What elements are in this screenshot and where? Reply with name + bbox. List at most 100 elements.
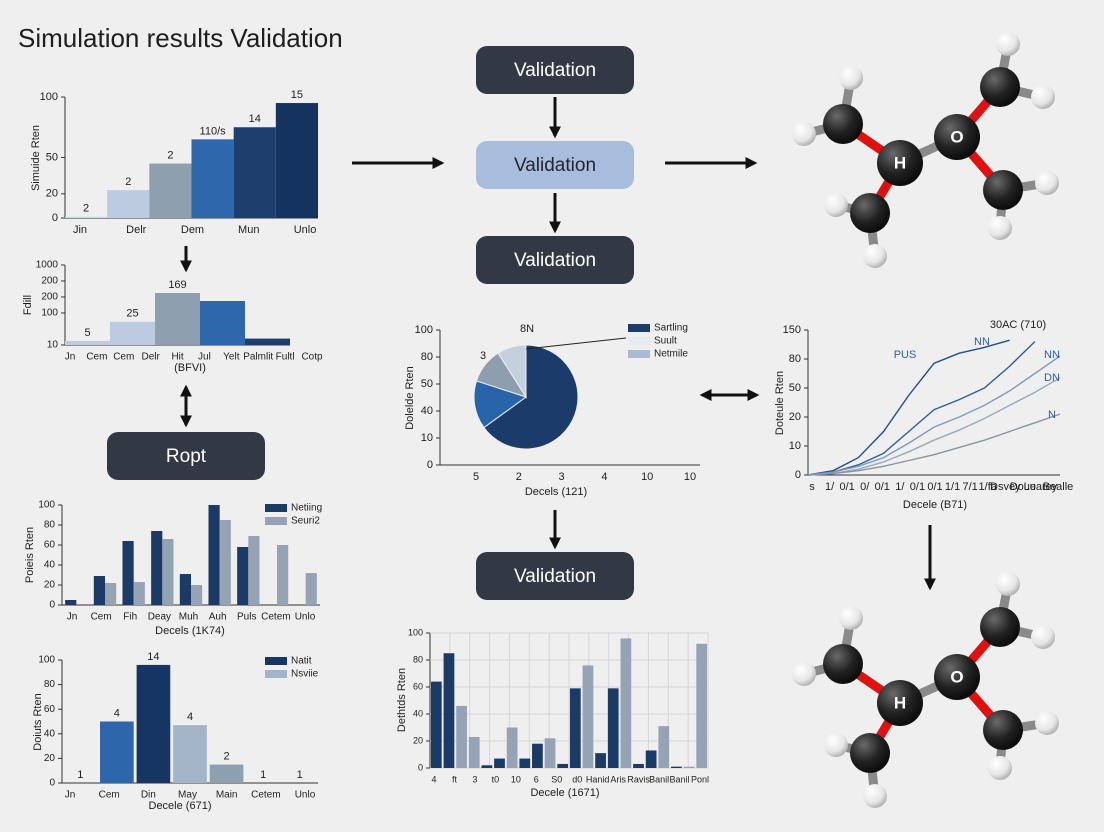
x-axis-label: Decele (B71) — [903, 499, 967, 511]
bar — [65, 216, 108, 218]
line-series — [807, 341, 1036, 476]
node-label: Validation — [514, 60, 596, 81]
y-tick-label: 80 — [421, 351, 433, 363]
x-tick-label: Delr — [141, 352, 160, 363]
y-tick-label: 200 — [41, 292, 58, 303]
x-tick-label: Fultl — [276, 352, 295, 363]
x-tick-label: t0 — [492, 774, 500, 784]
x-tick-label: Jul — [198, 352, 211, 363]
x-tick-label: 1/1 — [945, 481, 960, 493]
y-tick-label: 50 — [46, 151, 58, 163]
y-tick-label: 0 — [49, 600, 55, 611]
line-annotation: PUS — [894, 349, 917, 361]
bar — [671, 766, 682, 768]
x-tick-label: Jn — [67, 612, 78, 623]
pie-slice — [473, 380, 528, 429]
x-tick-label: Delr — [126, 224, 147, 236]
bar-annotation: 2 — [167, 149, 173, 161]
bar — [305, 573, 317, 605]
bar — [122, 541, 134, 605]
bar — [136, 664, 171, 783]
bar — [110, 321, 155, 345]
y-tick-label: 0 — [427, 459, 433, 471]
x-tick-label: Main — [216, 790, 238, 801]
bar — [658, 726, 670, 768]
x-tick-label: Fih — [123, 612, 137, 623]
bar — [633, 763, 644, 768]
y-tick-label: 100 — [415, 324, 433, 336]
pie-annotation: 8N — [520, 323, 534, 335]
bar — [105, 583, 117, 605]
x-tick-label: Ponl — [691, 774, 709, 784]
page-title: Simulation results Validation — [18, 23, 343, 53]
y-tick-label: 40 — [44, 728, 56, 739]
x-tick-label: 3 — [559, 471, 565, 483]
y-tick-label: 40 — [413, 708, 423, 718]
bar — [443, 653, 455, 768]
line-series — [807, 377, 1061, 476]
bar-annotation: 1 — [297, 769, 303, 781]
node-label: Validation — [514, 250, 596, 271]
x-tick-label: Unlo — [294, 224, 317, 236]
y-tick-label: 60 — [44, 704, 56, 715]
y-tick-label: 10 — [421, 432, 433, 444]
bar — [237, 547, 249, 605]
y-axis-label: Simuide Rten — [30, 125, 42, 191]
bar — [191, 585, 203, 605]
bar-annotation: 25 — [126, 308, 138, 320]
legend-swatch — [265, 504, 287, 512]
x-tick-label: 10 — [684, 471, 696, 483]
bar — [107, 190, 150, 218]
x-tick-label: Cem — [86, 352, 107, 363]
y-tick-label: 40 — [421, 405, 433, 417]
x-tick-label: Aris — [610, 774, 626, 784]
bar — [645, 750, 657, 768]
x-tick-label: Bealle — [1043, 481, 1074, 493]
bar — [430, 681, 442, 768]
line-annotation: 30AC (710) — [990, 319, 1046, 331]
y-tick-label: 60 — [44, 540, 56, 551]
x-tick-label: 6 — [534, 774, 539, 784]
y-tick-label: 10 — [789, 440, 801, 452]
legend-label: Netiing — [291, 503, 322, 514]
bar — [149, 163, 192, 218]
bar — [191, 139, 234, 218]
bar — [519, 758, 531, 768]
x-tick-label: 7/1 — [962, 481, 977, 493]
x-tick-label: 1/fa — [979, 481, 998, 493]
y-tick-label: 0 — [52, 212, 58, 224]
y-tick-label: 150 — [783, 324, 801, 336]
y-tick-label: 1000 — [36, 260, 59, 271]
x-tick-label: s — [809, 481, 815, 493]
y-tick-label: 80 — [44, 520, 56, 531]
bar — [200, 301, 245, 345]
bar — [65, 600, 77, 605]
bar — [173, 725, 207, 783]
y-axis-label: Dethtds Rten — [396, 668, 408, 732]
bar — [248, 536, 260, 605]
bar — [481, 765, 493, 768]
bar — [506, 727, 518, 768]
line-series — [807, 339, 1010, 476]
bar-annotation: 15 — [291, 89, 303, 101]
y-tick-label: 100 — [38, 500, 55, 511]
legend-swatch — [628, 337, 650, 345]
bar — [133, 582, 145, 605]
y-axis-label: Doteule Rten — [774, 371, 786, 435]
bar — [151, 531, 163, 605]
bar-annotation: 14 — [249, 113, 261, 125]
x-tick-label: Dsvey — [990, 481, 1021, 493]
x-tick-label: Din — [141, 790, 156, 801]
bar-annotation: 4 — [114, 707, 120, 719]
line-annotation: DN — [1044, 372, 1060, 384]
y-tick-label: 20 — [789, 411, 801, 423]
line-annotation: NN — [974, 336, 990, 348]
node-label: Validation — [514, 155, 596, 176]
bar — [65, 341, 110, 345]
atom-label: O — [950, 127, 963, 146]
y-axis-label: Poieis Rten — [24, 527, 36, 583]
x-tick-label: 1/ — [895, 481, 905, 493]
bar — [620, 638, 632, 768]
node-label: Ropt — [166, 446, 207, 467]
chart: 10 100 200 200 1000 Fdill (BFVI) Jn Cem Cem Delr Hi… — [22, 260, 323, 374]
